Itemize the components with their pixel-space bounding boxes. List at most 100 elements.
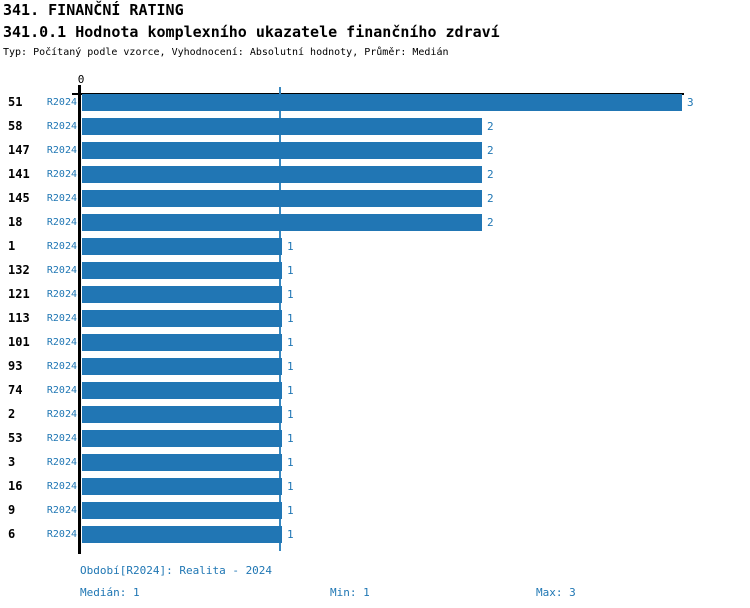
row-period-label: R2024 (46, 145, 77, 156)
bar (82, 214, 482, 231)
footer-period: Období[R2024]: Realita - 2024 (80, 564, 273, 577)
table-row: 101 R2024 1 (0, 334, 750, 358)
bar (82, 94, 682, 111)
table-row: 53 R2024 1 (0, 430, 750, 454)
bar (82, 118, 482, 135)
bar (82, 334, 282, 351)
row-period-label: R2024 (46, 337, 77, 348)
table-row: 1 R2024 1 (0, 238, 750, 262)
bar-value-label: 3 (687, 96, 694, 109)
bar (82, 166, 482, 183)
row-id-label: 6 (8, 527, 16, 541)
table-row: 16 R2024 1 (0, 478, 750, 502)
row-id-label: 113 (8, 311, 30, 325)
table-row: 147 R2024 2 (0, 142, 750, 166)
footer-max: Max: 3 (536, 586, 576, 599)
table-row: 2 R2024 1 (0, 406, 750, 430)
bar-value-label: 1 (287, 504, 294, 517)
table-row: 58 R2024 2 (0, 118, 750, 142)
row-period-label: R2024 (46, 97, 77, 108)
bar (82, 310, 282, 327)
row-id-label: 145 (8, 191, 30, 205)
bar-value-label: 2 (487, 144, 494, 157)
bar-value-label: 1 (287, 528, 294, 541)
bar-rows: 51 R2024 3 58 R2024 2 147 R2024 2 141 R2… (0, 94, 750, 550)
table-row: 113 R2024 1 (0, 310, 750, 334)
row-period-label: R2024 (46, 481, 77, 492)
bar (82, 502, 282, 519)
bar (82, 142, 482, 159)
bar-value-label: 1 (287, 432, 294, 445)
bar-value-label: 1 (287, 456, 294, 469)
row-id-label: 1 (8, 239, 16, 253)
row-id-label: 121 (8, 287, 30, 301)
bar-value-label: 2 (487, 168, 494, 181)
row-id-label: 101 (8, 335, 30, 349)
row-id-label: 9 (8, 503, 16, 517)
chart-meta-info: Typ: Počítaný podle vzorce, Vyhodnocení:… (3, 47, 449, 58)
row-id-label: 3 (8, 455, 16, 469)
row-period-label: R2024 (46, 361, 77, 372)
bar (82, 406, 282, 423)
bar (82, 238, 282, 255)
table-row: 121 R2024 1 (0, 286, 750, 310)
row-period-label: R2024 (46, 241, 77, 252)
table-row: 6 R2024 1 (0, 526, 750, 550)
bar-value-label: 1 (287, 240, 294, 253)
row-period-label: R2024 (46, 289, 77, 300)
table-row: 18 R2024 2 (0, 214, 750, 238)
row-period-label: R2024 (46, 121, 77, 132)
bar-value-label: 1 (287, 408, 294, 421)
bar (82, 478, 282, 495)
row-id-label: 132 (8, 263, 30, 277)
row-period-label: R2024 (46, 169, 77, 180)
y-axis-line (78, 85, 81, 554)
page-title: 341. FINANČNÍ RATING (3, 1, 184, 19)
bar (82, 358, 282, 375)
table-row: 3 R2024 1 (0, 454, 750, 478)
row-id-label: 147 (8, 143, 30, 157)
bar (82, 526, 282, 543)
x-axis-tick-label-zero: 0 (77, 73, 85, 86)
row-period-label: R2024 (46, 217, 77, 228)
row-id-label: 93 (8, 359, 23, 373)
bar-value-label: 1 (287, 384, 294, 397)
bar-value-label: 1 (287, 312, 294, 325)
row-period-label: R2024 (46, 265, 77, 276)
bar (82, 430, 282, 447)
bar-value-label: 2 (487, 192, 494, 205)
table-row: 93 R2024 1 (0, 358, 750, 382)
bar (82, 382, 282, 399)
row-period-label: R2024 (46, 385, 77, 396)
row-period-label: R2024 (46, 193, 77, 204)
row-period-label: R2024 (46, 529, 77, 540)
bar (82, 190, 482, 207)
row-id-label: 16 (8, 479, 23, 493)
row-period-label: R2024 (46, 433, 77, 444)
table-row: 9 R2024 1 (0, 502, 750, 526)
row-id-label: 74 (8, 383, 23, 397)
row-period-label: R2024 (46, 313, 77, 324)
row-period-label: R2024 (46, 505, 77, 516)
bar-value-label: 2 (487, 216, 494, 229)
bar-value-label: 2 (487, 120, 494, 133)
table-row: 145 R2024 2 (0, 190, 750, 214)
bar-value-label: 1 (287, 360, 294, 373)
bar (82, 286, 282, 303)
row-id-label: 2 (8, 407, 16, 421)
row-id-label: 141 (8, 167, 30, 181)
chart-subtitle: 341.0.1 Hodnota komplexního ukazatele fi… (3, 23, 500, 41)
row-id-label: 53 (8, 431, 23, 445)
row-id-label: 51 (8, 95, 23, 109)
row-id-label: 58 (8, 119, 23, 133)
row-period-label: R2024 (46, 457, 77, 468)
bar (82, 262, 282, 279)
footer-median: Medián: 1 (80, 586, 140, 599)
bar-value-label: 1 (287, 336, 294, 349)
table-row: 74 R2024 1 (0, 382, 750, 406)
bar-value-label: 1 (287, 480, 294, 493)
footer-min: Min: 1 (330, 586, 370, 599)
table-row: 51 R2024 3 (0, 94, 750, 118)
row-period-label: R2024 (46, 409, 77, 420)
bar (82, 454, 282, 471)
